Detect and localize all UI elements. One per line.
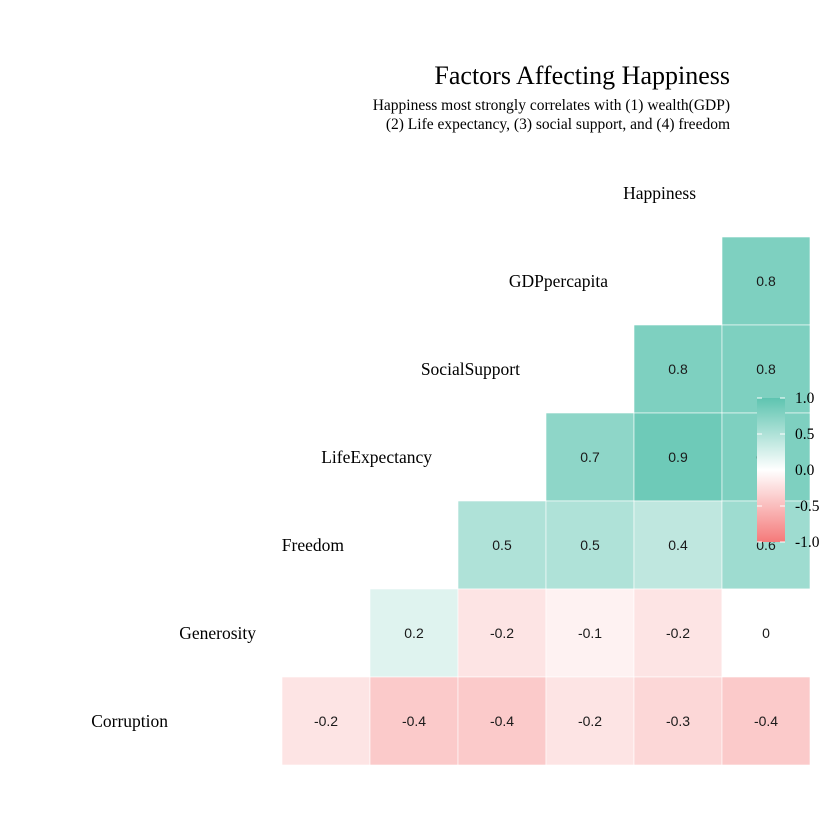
legend-tick-label: -1.0 [795, 534, 820, 551]
cell-value-label: 0.8 [756, 361, 776, 377]
legend-tick-label: 0.5 [795, 426, 815, 443]
heatmap-cell [721, 324, 811, 414]
variable-label-freedom: Freedom [282, 535, 345, 555]
cell-value-label: 0.7 [580, 449, 600, 465]
cell-value-label: 0.8 [756, 273, 776, 289]
cell-value-label: -0.1 [578, 625, 602, 641]
legend-tick-label: -0.5 [795, 498, 820, 515]
cell-value-label: -0.4 [402, 713, 426, 729]
heatmap-cell [721, 236, 811, 326]
heatmap-cells: 0.80.80.80.70.90.80.50.50.40.60.2-0.2-0.… [281, 236, 811, 766]
legend-tick-label: 0.0 [795, 462, 815, 479]
variable-label-happiness: Happiness [623, 183, 696, 203]
heatmap-cell [457, 676, 547, 766]
legend-tick-label: 1.0 [795, 390, 815, 407]
cell-value-label: 0.9 [668, 449, 688, 465]
heatmap-cell [545, 676, 635, 766]
heatmap-cell [633, 676, 723, 766]
cell-value-label: -0.2 [578, 713, 602, 729]
variable-labels: Corruption Generosity Freedom LifeExpectanc… [91, 183, 696, 731]
heatmap-cell [721, 588, 811, 678]
heatmap-cell [633, 412, 723, 502]
heatmap-cell [633, 500, 723, 590]
chart-title: Factors Affecting Happiness [434, 61, 730, 90]
heatmap-cell [457, 500, 547, 590]
cell-value-label: -0.4 [490, 713, 514, 729]
variable-label-lifeexpectancy: LifeExpectancy [321, 447, 432, 467]
chart-subtitle-line-2: (2) Life expectancy, (3) social support,… [386, 116, 730, 133]
heatmap-cell [545, 412, 635, 502]
chart-subtitle-line-1: Happiness most strongly correlates with … [373, 97, 730, 114]
cell-value-label: -0.3 [666, 713, 690, 729]
heatmap-cell [633, 588, 723, 678]
cell-value-label: -0.2 [314, 713, 338, 729]
variable-label-corruption: Corruption [91, 711, 168, 731]
cell-value-label: 0.5 [492, 537, 512, 553]
heatmap-cell [721, 676, 811, 766]
cell-value-label: -0.2 [490, 625, 514, 641]
cell-value-label: 0.5 [580, 537, 600, 553]
cell-value-label: -0.2 [666, 625, 690, 641]
heatmap-cell [369, 676, 459, 766]
legend-ticks: 1.0 0.5 0.0 -0.5 -1.0 [757, 390, 820, 551]
cell-value-label: -0.4 [754, 713, 778, 729]
cell-value-label: 0.2 [404, 625, 424, 641]
heatmap-cell [545, 500, 635, 590]
heatmap-cell [545, 588, 635, 678]
variable-label-generosity: Generosity [179, 623, 256, 643]
variable-label-gdppercapita: GDPpercapita [509, 271, 608, 291]
color-legend: 1.0 0.5 0.0 -0.5 -1.0 [757, 390, 820, 551]
cell-value-label: 0 [762, 625, 770, 641]
variable-label-socialsupport: SocialSupport [421, 359, 520, 379]
cell-value-label: 0.8 [668, 361, 688, 377]
heatmap-cell [281, 676, 371, 766]
heatmap-cell [457, 588, 547, 678]
cell-value-label: 0.4 [668, 537, 688, 553]
heatmap-cell [633, 324, 723, 414]
heatmap-cell [369, 588, 459, 678]
